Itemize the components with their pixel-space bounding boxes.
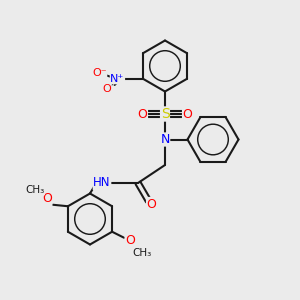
Text: O: O bbox=[42, 192, 52, 205]
Text: O: O bbox=[125, 234, 135, 247]
Text: HN: HN bbox=[93, 176, 111, 190]
Text: O: O bbox=[147, 197, 156, 211]
Text: S: S bbox=[160, 107, 169, 121]
Text: O⁻: O⁻ bbox=[92, 68, 107, 78]
Text: O: O bbox=[183, 107, 192, 121]
Text: N⁺: N⁺ bbox=[110, 74, 124, 84]
Text: CH₃: CH₃ bbox=[25, 185, 44, 195]
Text: O: O bbox=[138, 107, 147, 121]
Text: O: O bbox=[103, 84, 111, 94]
Text: N: N bbox=[160, 133, 170, 146]
Text: CH₃: CH₃ bbox=[133, 248, 152, 258]
